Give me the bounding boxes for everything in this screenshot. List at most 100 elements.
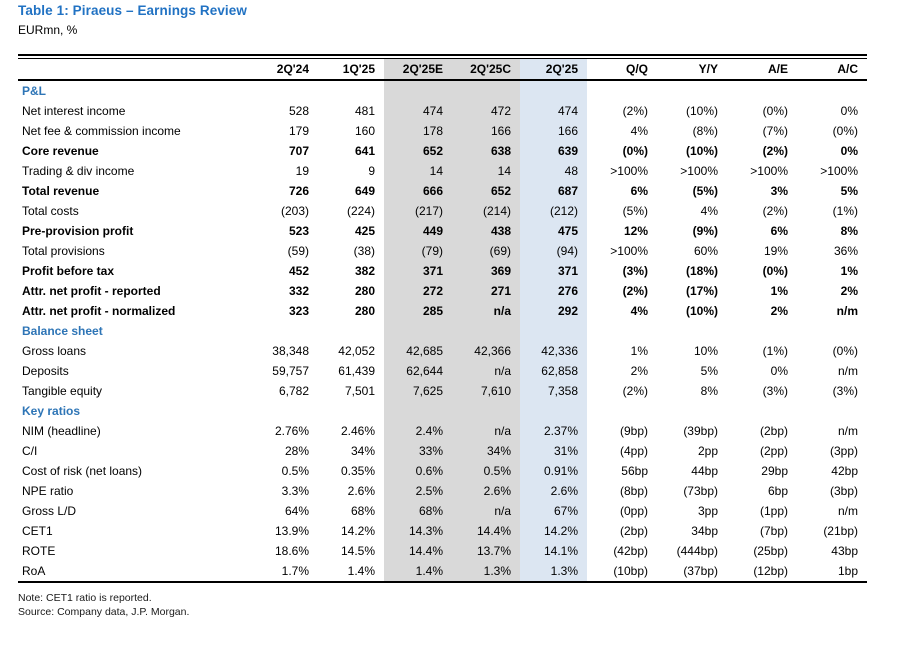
- cell-value: (12bp): [753, 564, 788, 578]
- section-label: Balance sheet: [22, 324, 103, 338]
- cell-value: 64%: [284, 504, 309, 518]
- table-row: Pre-provision profit 523 425 449 438 475 12% (9…: [18, 221, 867, 241]
- cell-value: 0.91%: [520, 461, 587, 481]
- cell-value: (25bp): [753, 544, 788, 558]
- cell-value: 523: [288, 224, 309, 238]
- cell-value: 43bp: [831, 544, 858, 558]
- table-row: Trading & div income 19 9 14 14 48 >100% >100% >…: [18, 161, 867, 181]
- empty-cell: [727, 321, 797, 341]
- table-row: RoA 1.7% 1.4% 1.4% 1.3% 1.3% (10bp) (37bp) (12bp…: [18, 561, 867, 582]
- cell-value: (217): [384, 201, 452, 221]
- cell-value: 3pp: [697, 504, 718, 518]
- cell-value: 13.9%: [274, 524, 309, 538]
- row-label: C/I: [22, 444, 38, 458]
- cell-value: 425: [354, 224, 375, 238]
- cell-value: 292: [520, 301, 587, 321]
- row-label: Pre-provision profit: [22, 224, 134, 238]
- cell-value: 1.7%: [281, 564, 309, 578]
- table-row: NPE ratio 3.3% 2.6% 2.5% 2.6% 2.6% (8bp) (73bp)…: [18, 481, 867, 501]
- cell-value: 14.5%: [340, 544, 375, 558]
- cell-value: 726: [288, 184, 309, 198]
- cell-value: n/a: [452, 421, 520, 441]
- cell-value: (10%): [685, 104, 718, 118]
- cell-value: 438: [452, 221, 520, 241]
- cell-value: (94): [520, 241, 587, 261]
- cell-value: 179: [288, 124, 309, 138]
- row-label: NPE ratio: [22, 484, 74, 498]
- cell-value: 8%: [700, 384, 718, 398]
- empty-cell: [797, 80, 867, 101]
- section-label: P&L: [22, 84, 46, 98]
- column-header-1q-25: 1Q'25: [318, 59, 384, 81]
- cell-value: 9: [368, 164, 375, 178]
- cell-value: (3%): [832, 384, 858, 398]
- empty-cell: [384, 80, 452, 101]
- column-header-2q-25c: 2Q'25C: [452, 59, 520, 81]
- row-label: Total revenue: [22, 184, 100, 198]
- cell-value: 48: [520, 161, 587, 181]
- cell-value: 1.4%: [347, 564, 375, 578]
- cell-value: 68%: [384, 501, 452, 521]
- cell-value: (1%): [832, 204, 858, 218]
- cell-value: (3%): [622, 264, 648, 278]
- cell-value: >100%: [750, 164, 788, 178]
- cell-value: (5%): [692, 184, 718, 198]
- cell-value: 2pp: [697, 444, 718, 458]
- cell-value: (3bp): [829, 484, 858, 498]
- cell-value: 42,336: [520, 341, 587, 361]
- table-row: Net interest income 528 481 474 472 474 (2%) (1…: [18, 101, 867, 121]
- cell-value: 475: [520, 221, 587, 241]
- cell-value: 0%: [840, 104, 858, 118]
- cell-value: >100%: [820, 164, 858, 178]
- cell-value: 36%: [833, 244, 858, 258]
- cell-value: 649: [354, 184, 375, 198]
- page-title: Table 1: Piraeus – Earnings Review: [18, 3, 247, 18]
- cell-value: 5%: [840, 184, 858, 198]
- table-row: ROTE 18.6% 14.5% 14.4% 13.7% 14.1% (42bp) (444b…: [18, 541, 867, 561]
- cell-value: 14.2%: [340, 524, 375, 538]
- row-label: Net interest income: [22, 104, 126, 118]
- row-label: Tangible equity: [22, 384, 103, 398]
- cell-value: 2%: [840, 284, 858, 298]
- cell-value: 4%: [700, 204, 718, 218]
- row-label: Total costs: [22, 204, 79, 218]
- cell-value: 276: [520, 281, 587, 301]
- table-note: Note: CET1 ratio is reported.: [18, 592, 152, 604]
- cell-value: 14.4%: [384, 541, 452, 561]
- cell-value: 42,052: [338, 344, 375, 358]
- cell-value: (0%): [762, 104, 788, 118]
- empty-cell: [797, 321, 867, 341]
- cell-value: (203): [280, 204, 309, 218]
- cell-value: (18%): [685, 264, 718, 278]
- cell-value: 160: [354, 124, 375, 138]
- cell-value: 2.76%: [274, 424, 309, 438]
- cell-value: 3.3%: [281, 484, 309, 498]
- cell-value: 652: [452, 181, 520, 201]
- cell-value: 285: [384, 301, 452, 321]
- row-label: ROTE: [22, 544, 56, 558]
- cell-value: 14.4%: [452, 521, 520, 541]
- cell-value: 5%: [700, 364, 718, 378]
- empty-cell: [452, 80, 520, 101]
- empty-cell: [252, 80, 318, 101]
- table-source: Source: Company data, J.P. Morgan.: [18, 606, 190, 618]
- cell-value: 707: [288, 144, 309, 158]
- cell-value: (0%): [762, 264, 788, 278]
- cell-value: 1%: [840, 264, 858, 278]
- cell-value: (224): [346, 204, 375, 218]
- cell-value: 42,685: [384, 341, 452, 361]
- cell-value: 18.6%: [274, 544, 309, 558]
- column-header-a-e: A/E: [727, 59, 797, 81]
- column-header-a-c: A/C: [797, 59, 867, 81]
- cell-value: (8bp): [619, 484, 648, 498]
- cell-value: 6bp: [767, 484, 788, 498]
- cell-value: n/m: [837, 364, 858, 378]
- cell-value: 56bp: [621, 464, 648, 478]
- section-row: Key ratios: [18, 401, 867, 421]
- empty-cell: [657, 321, 727, 341]
- empty-cell: [657, 80, 727, 101]
- cell-value: 323: [288, 304, 309, 318]
- empty-cell: [252, 401, 318, 421]
- cell-value: (2%): [622, 384, 648, 398]
- cell-value: 6%: [630, 184, 648, 198]
